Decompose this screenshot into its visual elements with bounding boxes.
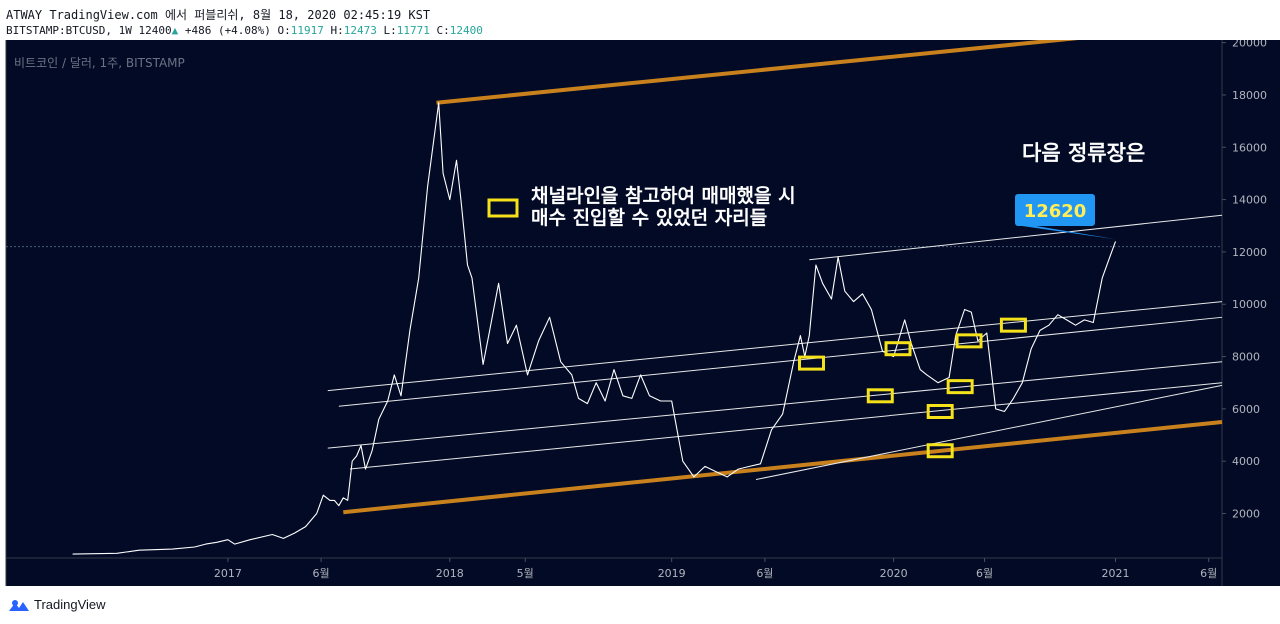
y-tick-label: 12000 — [1232, 246, 1267, 259]
footer: TradingView — [0, 588, 1280, 624]
white-channel-line[interactable] — [349, 382, 1223, 470]
legend-highlight-box — [487, 198, 519, 218]
callout-value: 12620 — [1024, 201, 1087, 222]
x-tick-label: 5월 — [517, 567, 534, 580]
x-tick-label: 2021 — [1101, 567, 1129, 580]
x-axis-panel[interactable] — [6, 558, 1222, 586]
close-value: 12400 — [449, 24, 483, 37]
orange-channel-line[interactable] — [343, 419, 1223, 515]
x-tick-label: 2020 — [880, 567, 908, 580]
white-channel-line[interactable] — [809, 214, 1223, 261]
x-tick-label: 6월 — [313, 567, 330, 580]
high-value: 12473 — [343, 24, 377, 37]
y-tick-label: 10000 — [1232, 298, 1267, 311]
axis-corner — [1222, 558, 1280, 586]
symbol-label: BITSTAMP:BTCUSD, 1W 12400 — [6, 24, 172, 37]
y-tick-label: 20000 — [1232, 40, 1267, 50]
open-value: 11917 — [290, 24, 324, 37]
buy-zone-box[interactable] — [866, 388, 894, 404]
y-tick-label: 2000 — [1232, 508, 1260, 521]
buy-zone-box[interactable] — [884, 341, 912, 357]
y-tick-label: 16000 — [1232, 141, 1267, 154]
orange-channel-line[interactable] — [436, 40, 1084, 105]
white-channel-line[interactable] — [327, 301, 1223, 392]
white-channel-line[interactable] — [327, 361, 1223, 449]
white-channel-line[interactable] — [755, 384, 1223, 481]
buy-zone-box[interactable] — [926, 443, 954, 459]
buy-zone-box[interactable] — [797, 355, 825, 371]
white-channel-line[interactable] — [338, 316, 1223, 407]
plot-area[interactable] — [6, 40, 1222, 558]
y-tick-label: 4000 — [1232, 455, 1260, 468]
next-stop-title: 다음 정류장은 — [1022, 141, 1145, 165]
chart-watermark: 비트코인 / 달러, 1주, BITSTAMP — [14, 56, 185, 70]
symbol-info: BITSTAMP:BTCUSD, 1W 12400▲ +486 (+4.08%)… — [6, 24, 483, 37]
y-tick-label: 18000 — [1232, 89, 1267, 102]
x-tick-label: 2018 — [436, 567, 464, 580]
legend-text-line1: 채널라인을 참고하여 매매했을 시 — [531, 185, 796, 207]
x-tick-label: 6월 — [756, 567, 773, 580]
buy-zone-box[interactable] — [999, 317, 1027, 333]
y-tick-label: 6000 — [1232, 403, 1260, 416]
legend-text-line2: 매수 진입할 수 있었던 자리들 — [531, 206, 767, 229]
y-tick-label: 8000 — [1232, 351, 1260, 364]
brand-name[interactable]: TradingView — [34, 597, 106, 612]
tradingview-logo-icon — [9, 600, 29, 611]
x-tick-label: 6월 — [1200, 567, 1217, 580]
x-tick-label: 6월 — [976, 567, 993, 580]
change-label: +486 (+4.08%) — [184, 24, 271, 37]
price-chart[interactable]: 비트코인 / 달러, 1주, BITSTAMP 2000 4000 6000 8000… — [0, 40, 1280, 588]
y-axis-panel[interactable] — [1222, 40, 1280, 558]
buy-zone-box[interactable] — [955, 333, 983, 349]
low-value: 11771 — [396, 24, 430, 37]
price-callout[interactable]: 12620 — [1015, 194, 1117, 240]
price-line-series[interactable] — [72, 102, 1117, 555]
buy-zone-box[interactable] — [926, 403, 954, 419]
x-tick-label: 2019 — [658, 567, 686, 580]
y-tick-label: 14000 — [1232, 194, 1267, 207]
publish-header: ATWAY TradingView.com 에서 퍼블리쉬, 8월 18, 20… — [6, 8, 431, 22]
buy-zone-box[interactable] — [946, 379, 974, 395]
up-triangle-icon: ▲ — [171, 24, 179, 37]
x-tick-label: 2017 — [214, 567, 242, 580]
